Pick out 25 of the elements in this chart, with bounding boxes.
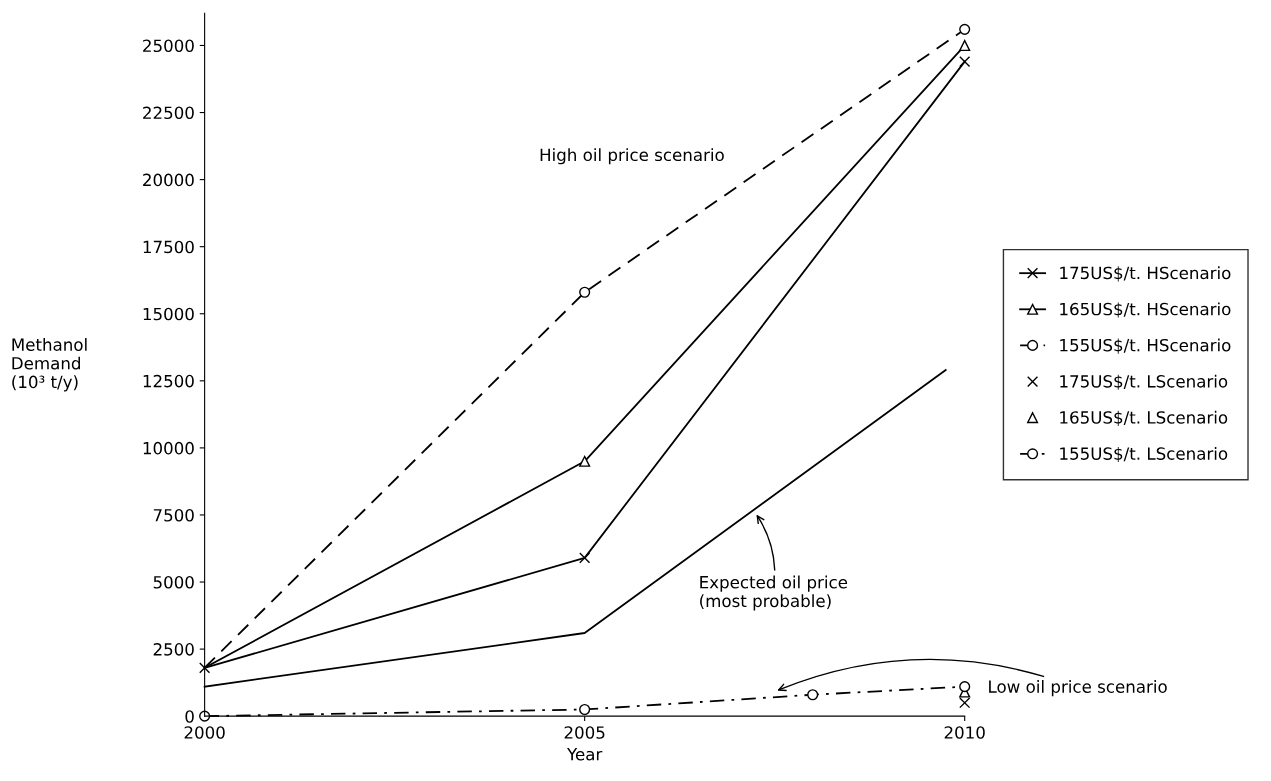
y-tick-label: 25000 [143,39,194,53]
text: Low oil price scenario [989,680,1167,697]
y-tick-label: 12500 [143,374,194,388]
legend-label: 155US$/t. HScenario [1060,338,1231,354]
y-tick-label: 17500 [143,240,194,254]
x-tick-label: 2005 [564,726,605,739]
y-tick-label: 10000 [143,441,194,455]
y-tick-label: 20000 [143,173,194,187]
x-tick-label: 2010 [944,726,985,739]
legend-label: 165US$/t. HScenario [1060,302,1231,318]
y-tick-label: 7500 [153,508,194,522]
legend-label: 175US$/t. LScenario [1060,374,1228,390]
y-tick-label: 0 [185,710,194,723]
annotation: High oil price scenario [540,148,724,165]
legend-label: 175US$/t. HScenario [1060,266,1231,282]
y-tick-label: 15000 [143,307,194,321]
y-tick-label: 5000 [153,576,194,589]
x-axis-title: Year [566,748,603,761]
y-axis-title: Methanol Demand (10³ t/y) [12,338,87,392]
x-tick-label: 2000 [184,726,225,739]
legend-label: 155US$/t. LScenario [1060,446,1228,463]
y-tick-label: 22500 [143,106,194,120]
annotation: Expected oil price (most probable) [700,575,848,611]
legend-label: 165US$/t. LScenario [1060,410,1228,426]
y-tick-label: 2500 [153,643,194,656]
